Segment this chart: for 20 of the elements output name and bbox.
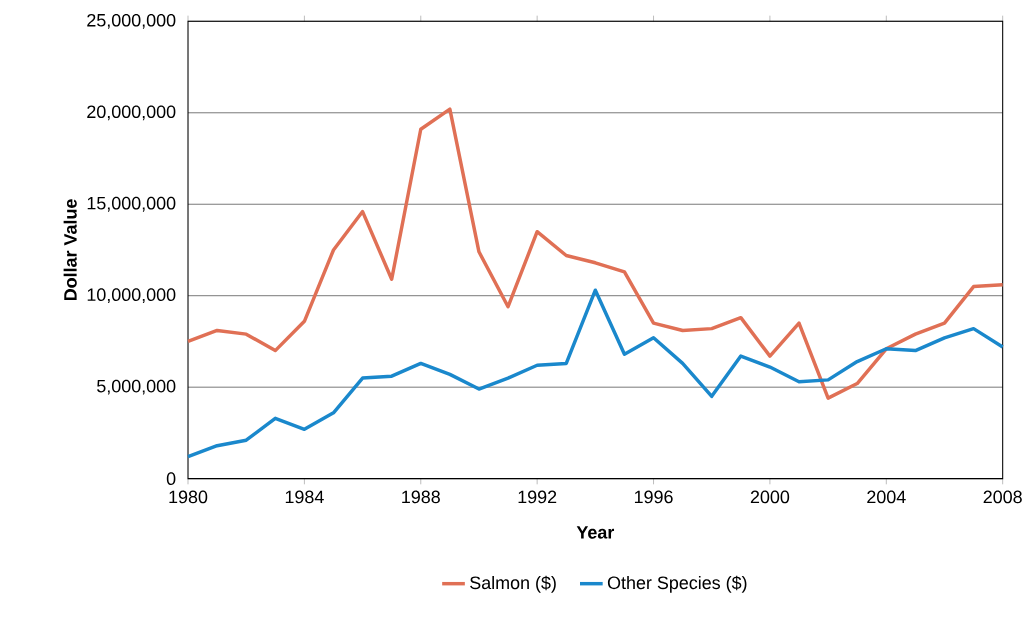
y-tick-label: 0 [166,472,176,485]
y-tick-label: 25,000,000 [87,13,176,29]
x-tick-label: 2008 [983,490,1022,504]
legend-label: Other Species ($) [607,575,747,593]
x-tick-label: 1980 [169,490,208,504]
x-tick-label: 2004 [867,490,906,504]
x-tick-label: 1992 [518,490,557,504]
x-axis-title: Year [576,526,615,539]
x-tick-label: 2000 [750,490,790,504]
y-tick-label: 20,000,000 [87,105,176,121]
legend-label: Salmon ($) [470,575,556,593]
y-tick-label: 5,000,000 [97,379,176,395]
y-tick-label: 15,000,000 [87,196,176,212]
x-tick-label: 1984 [285,490,324,504]
line-series [186,288,1005,459]
y-axis-title: Dollar Value [63,199,77,301]
line-series [186,107,1005,400]
x-tick-label: 1996 [634,490,673,504]
x-tick-label: 1988 [402,490,440,504]
y-tick-label: 10,000,000 [87,288,176,304]
